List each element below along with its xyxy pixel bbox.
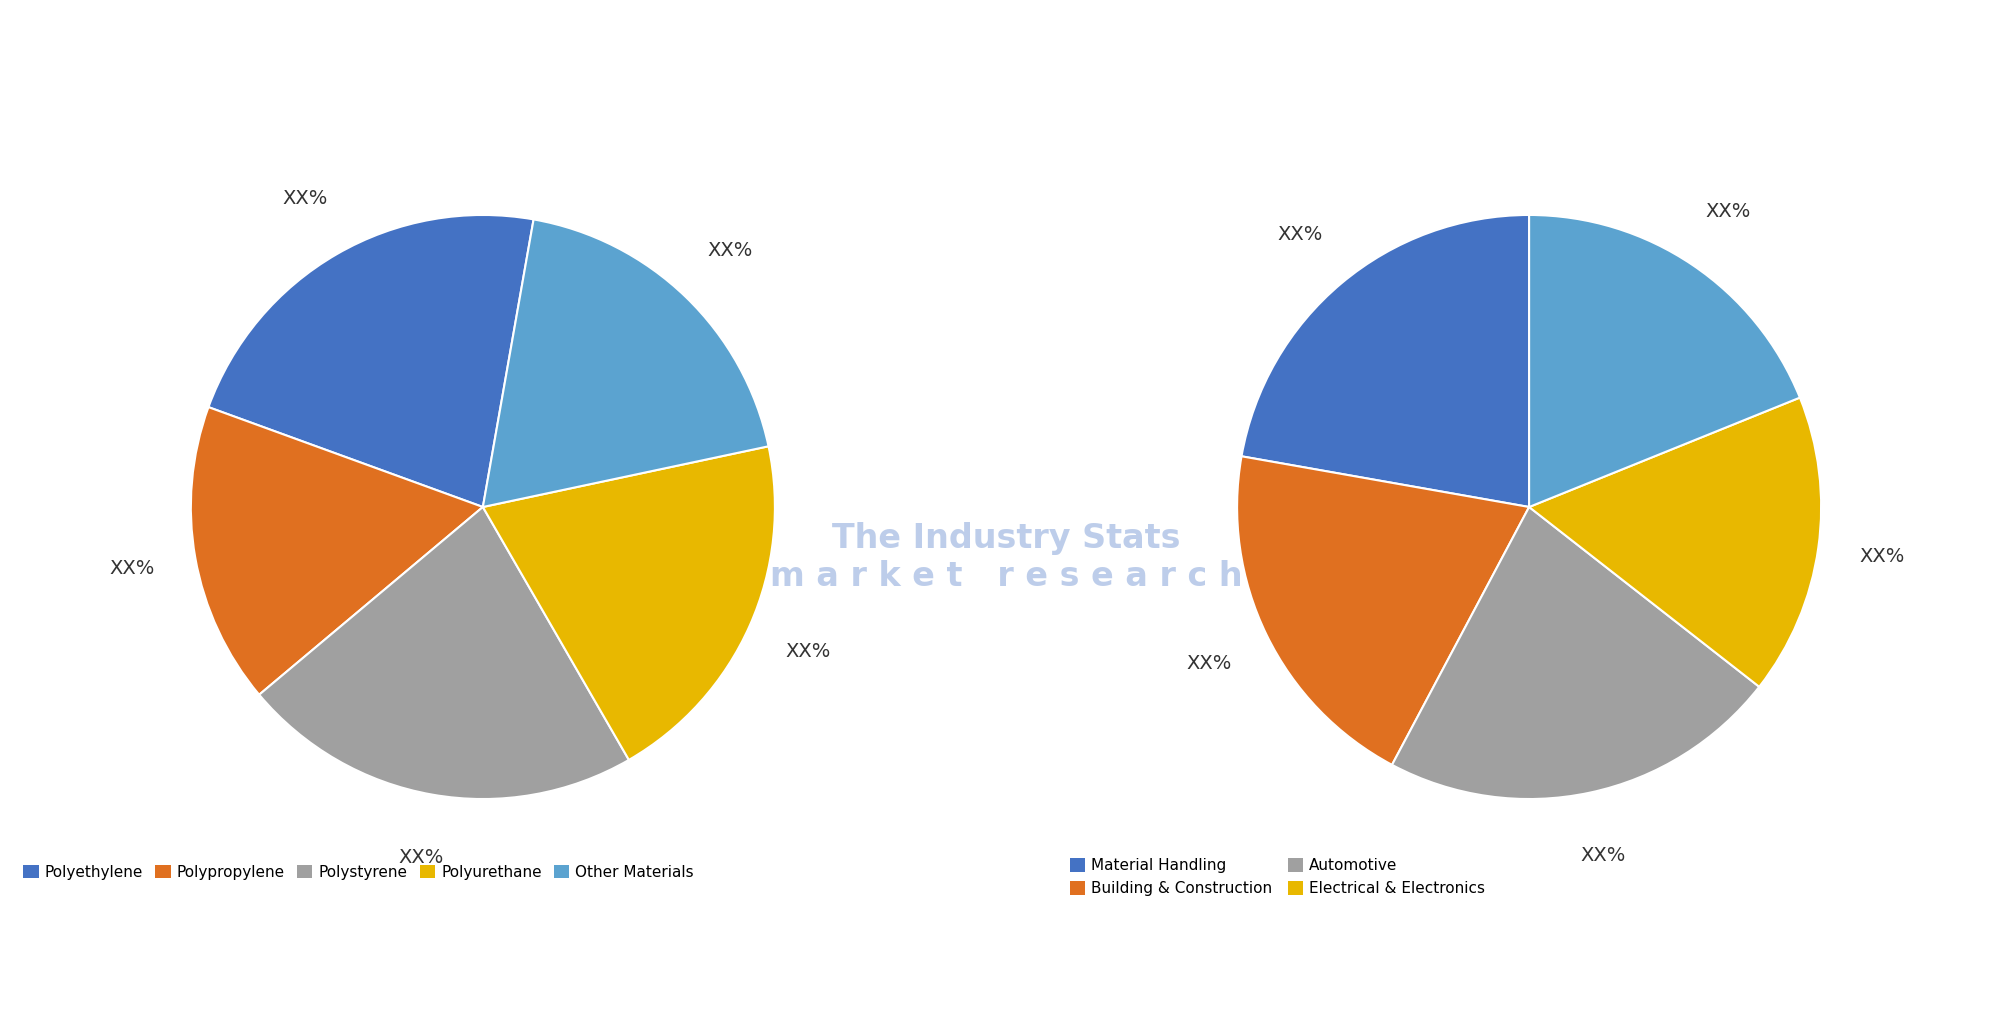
Legend: Material Handling, Building & Construction, Automotive, Electrical & Electronics: Material Handling, Building & Constructi… <box>1064 852 1491 902</box>
Text: XX%: XX% <box>1581 846 1626 865</box>
Text: The Industry Stats
m a r k e t   r e s e a r c h: The Industry Stats m a r k e t r e s e a… <box>771 522 1241 593</box>
Legend: Polyethylene, Polypropylene, Polystyrene, Polyurethane, Other Materials: Polyethylene, Polypropylene, Polystyrene… <box>18 859 700 885</box>
Text: XX%: XX% <box>109 560 155 578</box>
Wedge shape <box>209 215 533 507</box>
Text: XX%: XX% <box>1706 202 1750 221</box>
Text: XX%: XX% <box>708 241 752 261</box>
Wedge shape <box>483 446 775 759</box>
Wedge shape <box>260 507 630 799</box>
Text: Website: www.theindustrystats.com: Website: www.theindustrystats.com <box>1624 959 1992 977</box>
Wedge shape <box>1392 507 1758 799</box>
Text: XX%: XX% <box>1278 224 1322 243</box>
Wedge shape <box>1241 215 1529 507</box>
Text: Fig. Global Structural Foam Market Share by Product Types & Application: Fig. Global Structural Foam Market Share… <box>24 47 1175 75</box>
Wedge shape <box>483 219 769 507</box>
Text: XX%: XX% <box>1859 548 1905 566</box>
Text: XX%: XX% <box>282 189 328 208</box>
Wedge shape <box>191 407 483 695</box>
Text: XX%: XX% <box>398 849 445 867</box>
Text: XX%: XX% <box>785 643 831 661</box>
Text: XX%: XX% <box>1187 654 1231 672</box>
Wedge shape <box>1237 456 1529 765</box>
Wedge shape <box>1529 397 1821 686</box>
Wedge shape <box>1529 215 1801 507</box>
Text: Source: Theindustrystats Analysis: Source: Theindustrystats Analysis <box>20 959 366 977</box>
Text: Email: sales@theindustrystats.com: Email: sales@theindustrystats.com <box>829 959 1183 977</box>
